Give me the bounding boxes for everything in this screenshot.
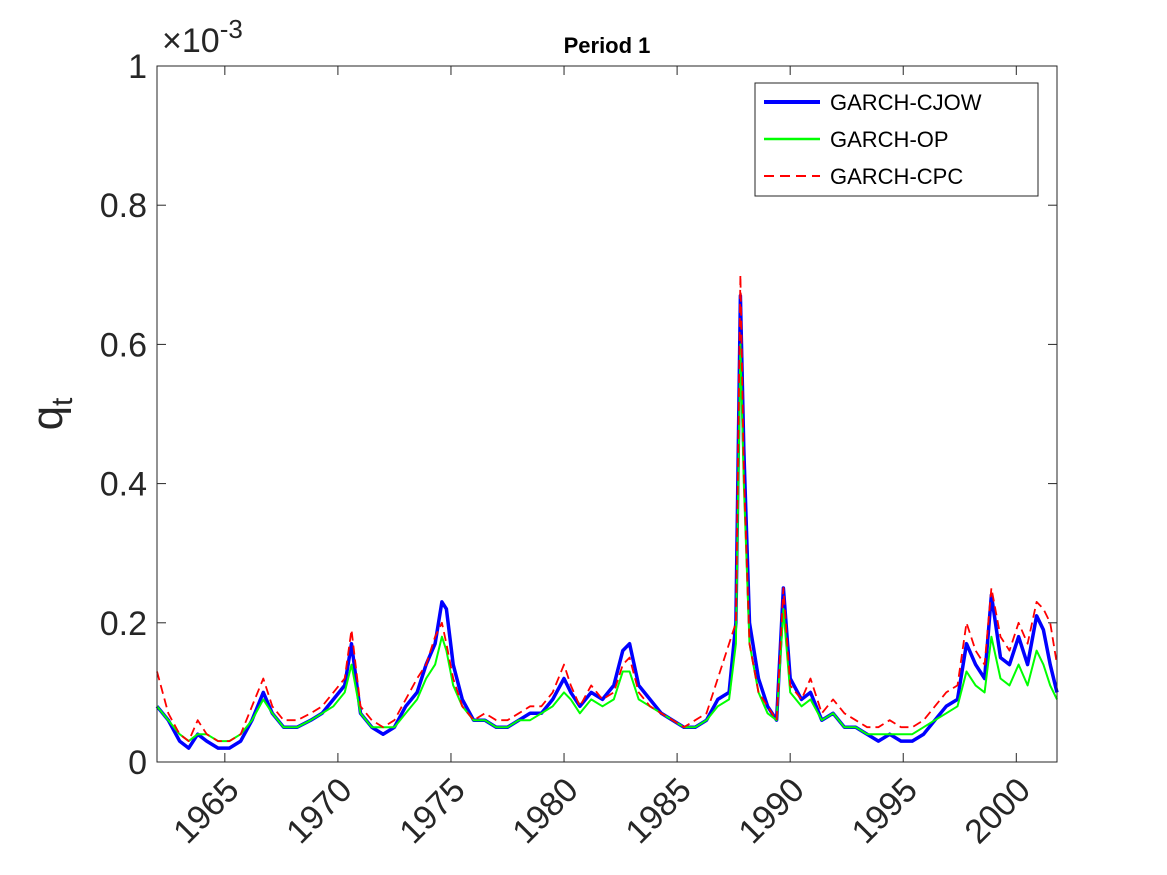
plot-frame — [156, 65, 1058, 763]
y-tick-label: 0 — [128, 744, 147, 782]
legend-label-garch-cpc: GARCH-CPC — [830, 164, 963, 189]
legend: GARCH-CJOW GARCH-OP GARCH-CPC — [754, 82, 1039, 197]
y-axis-label: qt — [23, 397, 79, 430]
y-exponent-label: ×10-3 — [162, 14, 243, 60]
series-layer — [155, 273, 1059, 750]
legend-label-garch-op: GARCH-OP — [830, 127, 949, 152]
y-tick-label: 0.4 — [100, 466, 147, 504]
y-exponent-power: -3 — [220, 14, 243, 44]
y-tick-label: 0.2 — [100, 605, 147, 643]
y-axis-label-main: q — [23, 406, 72, 430]
series-line-garch-cpc — [156, 273, 1058, 742]
chart-title: Period 1 — [564, 33, 651, 58]
y-axis-label-subscript: t — [46, 397, 79, 406]
series-line-garch-op — [156, 343, 1058, 743]
y-tick-label: 1 — [128, 48, 147, 86]
y-tick-label: 0.6 — [100, 326, 147, 364]
y-exponent-prefix: ×10 — [162, 22, 220, 60]
legend-label-garch-cjow: GARCH-CJOW — [830, 90, 982, 115]
y-tick-label: 0.8 — [100, 187, 147, 225]
